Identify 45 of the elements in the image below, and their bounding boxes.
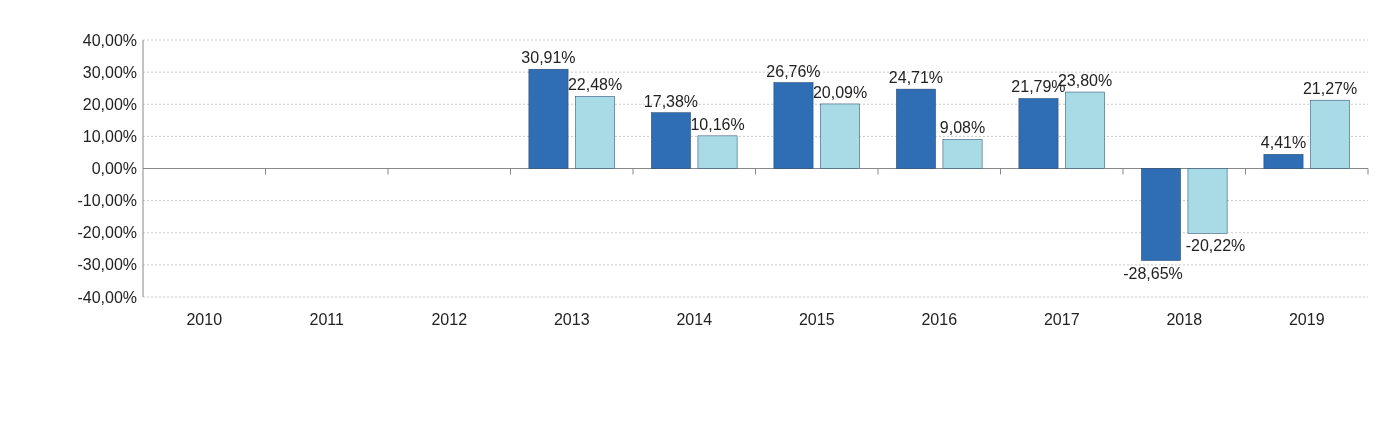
bar [651,112,691,169]
data-label: 9,08% [939,119,986,137]
data-label: 4,41% [1260,134,1307,152]
x-tick-label: 2010 [186,311,223,328]
data-label: 24,71% [888,69,944,87]
bar [528,68,569,169]
data-label: 10,16% [690,115,745,133]
bar [1141,168,1181,261]
x-tick-label: 2011 [309,311,345,328]
bar [773,82,814,169]
data-label: 22,48% [567,76,623,94]
y-tick-label: -30,00% [77,256,137,274]
bar [942,139,983,169]
y-tick-label: 30,00% [82,63,137,81]
bar [896,88,936,169]
bar [1263,154,1304,169]
y-tick-label: -20,00% [77,224,137,242]
y-tick-label: 40,00% [82,31,137,49]
y-tick-label: -10,00% [77,192,137,210]
data-label: -20,22% [1185,237,1246,255]
x-tick-label: 2017 [1043,311,1080,328]
data-label: -28,65% [1123,264,1183,282]
bar [1187,168,1228,234]
y-tick-label: -40,00% [77,288,137,306]
y-tick-label: 20,00% [82,95,137,113]
x-tick-label: 2014 [676,311,713,328]
x-tick-label: 2019 [1288,311,1325,328]
bar [1018,98,1059,169]
bar [820,103,860,169]
bar [697,135,738,169]
data-label: 20,09% [812,83,868,101]
y-tick-label: 10,00% [82,127,137,145]
data-label: 30,91% [521,49,576,67]
data-label: 21,27% [1302,80,1358,98]
data-label: 17,38% [643,92,699,110]
x-tick-label: 2016 [921,311,958,328]
y-tick-label: 0,00% [91,160,137,178]
x-tick-label: 2012 [431,311,468,328]
bar [1310,99,1350,169]
x-tick-label: 2015 [798,311,835,328]
bar [1065,91,1105,169]
bar [575,96,615,169]
x-tick-label: 2018 [1166,311,1203,328]
x-tick-label: 2013 [553,311,590,328]
data-label: 26,76% [766,62,821,80]
